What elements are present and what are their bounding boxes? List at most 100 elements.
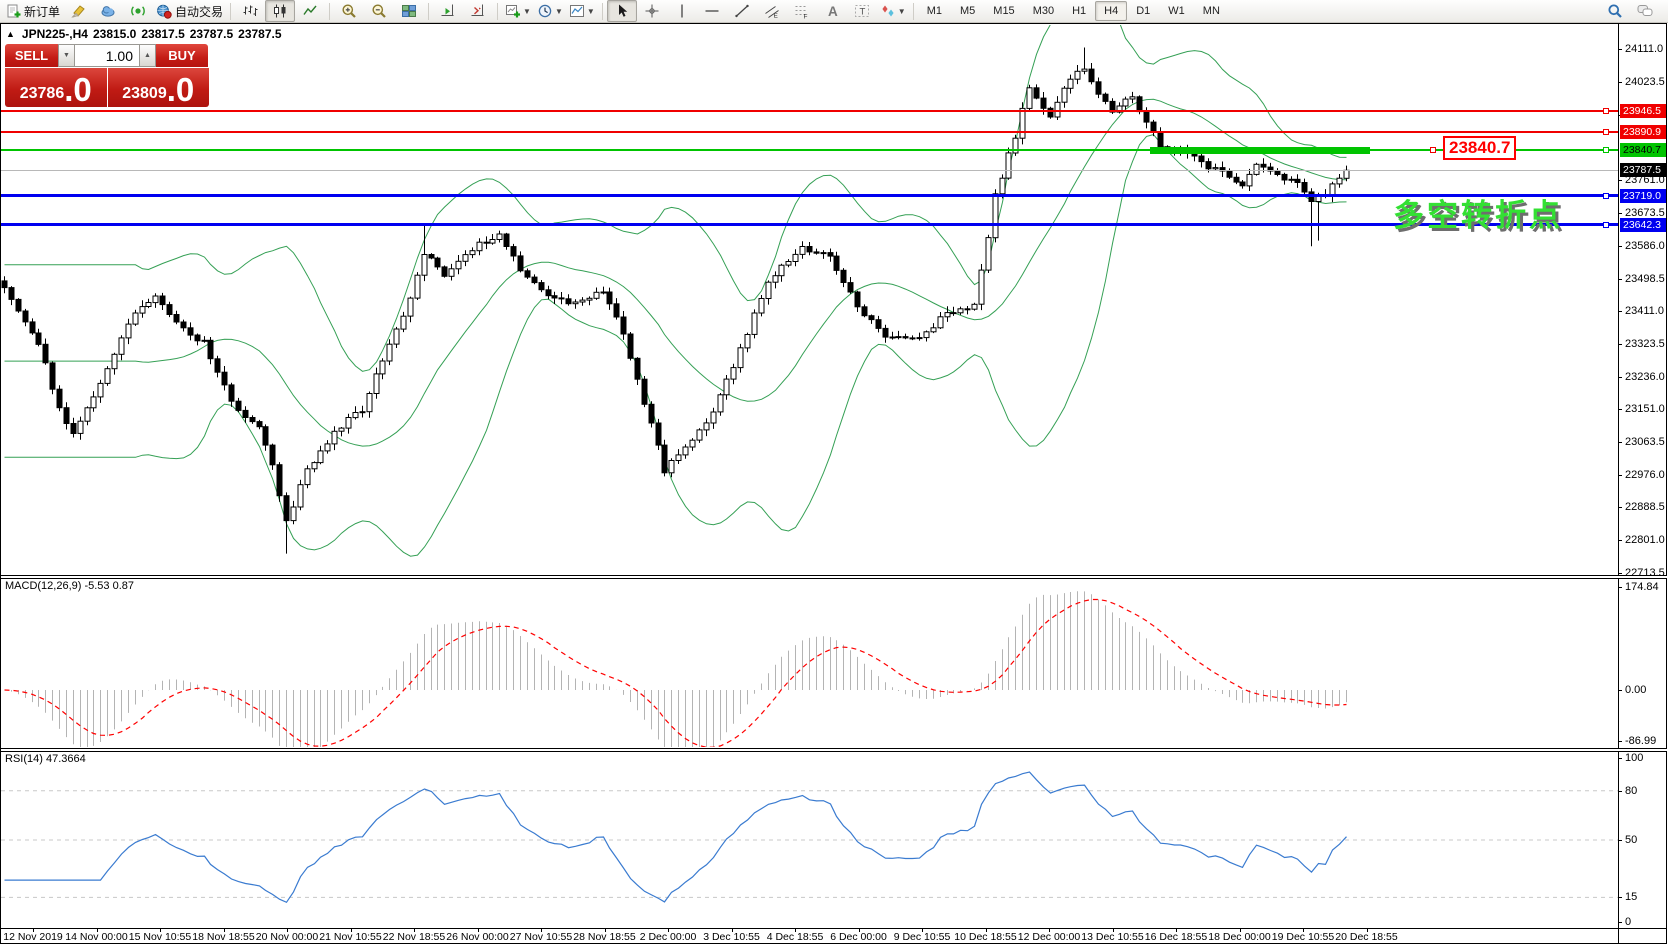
channel-icon: E [765, 6, 779, 19]
cloud-icon [101, 6, 115, 17]
new-chart-button[interactable]: ▼ [502, 0, 534, 22]
text-button[interactable]: A [817, 0, 847, 22]
chat-icon [1637, 5, 1653, 16]
line-chart-mode-button[interactable] [295, 0, 325, 22]
timeframe-h4-button[interactable]: H4 [1095, 1, 1128, 21]
price-tag-handle[interactable] [1430, 147, 1436, 153]
search-button[interactable] [1600, 0, 1630, 22]
mql5-community-button[interactable] [93, 0, 123, 22]
time-tick [1239, 929, 1241, 932]
rsi-axis-label-tick [1618, 758, 1622, 759]
trendline-button[interactable] [727, 0, 757, 22]
collapse-icon[interactable]: ▲ [6, 29, 15, 39]
zoom-in-button[interactable] [334, 0, 364, 22]
buy-price[interactable]: 23809.0 [107, 68, 209, 107]
volume-decrease-button[interactable]: ▼ [58, 44, 75, 67]
chart-window-frame [0, 23, 1667, 944]
equidistant-channel-button[interactable]: E [757, 0, 787, 22]
time-tick [1303, 929, 1304, 932]
arrows-button[interactable]: ▼ [877, 0, 909, 22]
price-tick-tick [1618, 408, 1622, 410]
time-tick [668, 929, 669, 932]
pivot-line-green[interactable] [1, 149, 1618, 152]
resistance-line-2-badge: 23890.9 [1620, 124, 1667, 139]
text-label-button[interactable]: T [847, 0, 877, 22]
toolbar-separator [601, 2, 603, 20]
horizontal-line-button[interactable] [697, 0, 727, 22]
pivot-line-green-handle[interactable] [1603, 147, 1609, 154]
timeframe-m5-button[interactable]: M5 [960, 5, 976, 17]
timeframe-m30-button[interactable]: M30 [1032, 5, 1055, 17]
periods-button[interactable]: ▼ [534, 0, 566, 22]
vertical-line-button[interactable] [667, 0, 697, 22]
template-icon [569, 5, 584, 17]
volume-input[interactable]: 1.00 [75, 44, 139, 67]
resistance-line-2[interactable] [1, 130, 1618, 133]
new-order-button[interactable]: 新订单 [2, 0, 63, 22]
candlestick-mode-button[interactable] [265, 0, 296, 22]
time-tick [414, 929, 415, 932]
dropdown-arrow-icon[interactable]: ▼ [586, 6, 595, 16]
support-line-1-handle[interactable] [1603, 192, 1609, 199]
svg-text:T: T [859, 7, 865, 18]
trend-icon [735, 4, 749, 18]
time-label: 9 Dec 10:55 [893, 931, 951, 943]
ohlc-close: 23787.5 [238, 27, 282, 41]
tile-windows-button[interactable] [394, 0, 424, 22]
toolbar-separator [329, 2, 331, 20]
time-label: 21 Nov 10:55 [319, 931, 382, 943]
splitter-macd-rsi[interactable] [1, 748, 1667, 752]
highlighter-button[interactable] [63, 0, 93, 22]
price-tick-tick [1618, 49, 1622, 50]
timeframe-h1-button[interactable]: H1 [1072, 5, 1087, 17]
macd-axis-label-tick [1618, 587, 1622, 588]
support-line-2-handle[interactable] [1603, 221, 1609, 228]
price-tick: 23498.5 [1625, 272, 1665, 285]
time-tick [1366, 929, 1368, 932]
time-label: 2 Dec 00:00 [639, 931, 697, 943]
rsi-label: RSI(14) 47.3664 [5, 753, 86, 765]
volume-increase-button[interactable]: ▲ [139, 44, 156, 67]
sell-price[interactable]: 23786.0 [5, 68, 107, 107]
signals-button[interactable] [123, 0, 153, 22]
dropdown-arrow-icon[interactable]: ▼ [523, 6, 531, 16]
price-tag-label[interactable]: 23840.7 [1443, 136, 1517, 160]
timeframe-w1-button[interactable]: W1 [1168, 5, 1185, 17]
chart-shift-button[interactable] [463, 0, 493, 22]
pivot-line-green-highlight-segment[interactable] [1150, 146, 1370, 154]
crosshair-button[interactable] [637, 0, 667, 22]
templates-button[interactable]: ▼ [566, 0, 598, 22]
time-label: 20 Dec 18:55 [1335, 931, 1398, 943]
dropdown-arrow-icon[interactable]: ▼ [897, 6, 906, 16]
macd-axis-label: 0.00 [1625, 684, 1647, 696]
ohlc-high: 23817.5 [141, 27, 185, 41]
auto-scroll-button[interactable] [433, 0, 463, 22]
timeframe-m15-button[interactable]: M15 [993, 5, 1015, 17]
buy-button[interactable]: BUY [156, 44, 208, 67]
timeframe-d1-button[interactable]: D1 [1136, 5, 1151, 17]
resistance-line-1-handle[interactable] [1603, 107, 1609, 114]
rsi-axis-label-tick [1618, 922, 1622, 923]
time-label: 22 Nov 18:55 [382, 931, 446, 943]
dropdown-arrow-icon[interactable]: ▼ [554, 6, 563, 16]
support-line-1[interactable] [1, 194, 1618, 198]
resistance-line-2-handle[interactable] [1603, 128, 1609, 135]
support-line-2[interactable] [1, 223, 1618, 227]
zoom-out-button[interactable] [364, 0, 394, 22]
cursor-button[interactable] [606, 0, 637, 22]
timeframe-mn-button[interactable]: MN [1202, 5, 1220, 17]
timeframe-m1-button[interactable]: M1 [926, 5, 942, 17]
price-tick: 23323.5 [1625, 338, 1665, 351]
bar-chart-mode-button[interactable] [235, 0, 265, 22]
time-axis-border [1, 928, 1667, 929]
resistance-line-1[interactable] [1, 109, 1618, 112]
price-tick: 24023.5 [1625, 75, 1665, 88]
splitter-main-macd[interactable] [1, 575, 1667, 579]
fibonacci-button[interactable]: F [787, 0, 817, 22]
sell-price-dec: .0 [64, 71, 92, 108]
sell-button[interactable]: SELL [5, 44, 58, 67]
annotation-text[interactable]: 多空转折点 [1393, 198, 1563, 233]
chat-button[interactable] [1630, 0, 1660, 22]
price-tick-tick [1618, 81, 1622, 83]
auto-trading-button[interactable]: 自动交易 [153, 0, 226, 22]
